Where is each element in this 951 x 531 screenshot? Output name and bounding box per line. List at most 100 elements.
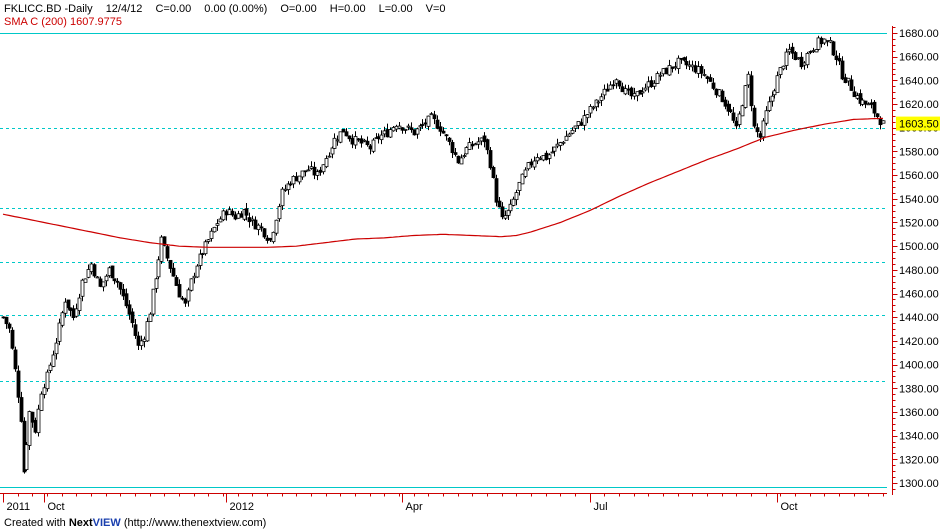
- candle: [467, 137, 472, 150]
- price-tick-label: 1620.00: [899, 99, 939, 111]
- candle: [33, 417, 38, 434]
- candle: [605, 83, 610, 92]
- candle: [682, 56, 687, 62]
- candle: [761, 118, 766, 142]
- candle: [585, 113, 590, 124]
- candle: [212, 226, 217, 233]
- candle: [327, 152, 332, 158]
- candle: [271, 231, 276, 244]
- candle: [626, 84, 631, 96]
- candle: [112, 278, 117, 285]
- candle: [303, 170, 308, 177]
- candle: [441, 127, 446, 134]
- date-label: 12/4/12: [105, 3, 143, 15]
- candle: [843, 73, 848, 84]
- candle: [611, 80, 616, 90]
- candle: [670, 66, 675, 73]
- candle: [24, 442, 29, 471]
- candle: [491, 165, 496, 179]
- candle: [244, 203, 249, 221]
- candle: [620, 82, 625, 93]
- candle: [447, 136, 452, 146]
- candle: [594, 99, 599, 112]
- candle: [68, 307, 73, 317]
- candle: [154, 277, 159, 293]
- candle: [740, 104, 745, 117]
- candle: [863, 100, 868, 109]
- candle: [837, 53, 842, 66]
- candle: [714, 88, 719, 98]
- candle: [869, 99, 874, 109]
- candle: [523, 167, 528, 179]
- candle: [54, 337, 59, 360]
- candle: [30, 411, 35, 428]
- candle: [221, 209, 226, 222]
- candle: [362, 138, 367, 143]
- candle: [394, 124, 399, 132]
- candle: [57, 318, 62, 346]
- candle: [107, 266, 112, 278]
- candle: [45, 369, 50, 392]
- candle: [529, 158, 534, 168]
- candle: [74, 303, 79, 318]
- candle: [77, 293, 82, 315]
- candle: [239, 211, 244, 218]
- candle: [799, 52, 804, 70]
- candle: [840, 56, 845, 81]
- candle: [435, 115, 440, 130]
- candle: [658, 71, 663, 81]
- candle: [36, 404, 41, 437]
- candle: [198, 249, 203, 270]
- candle: [728, 103, 733, 114]
- candle: [784, 48, 789, 70]
- candle: [400, 127, 405, 134]
- candle: [186, 287, 191, 307]
- credit-prefix: Created with: [4, 517, 69, 529]
- candle: [359, 135, 364, 148]
- candle: [749, 71, 754, 112]
- candle: [183, 297, 188, 307]
- candle: [148, 312, 153, 322]
- candle: [309, 161, 314, 170]
- candle: [667, 59, 672, 76]
- candle: [253, 216, 258, 230]
- candle: [652, 80, 657, 90]
- candle: [145, 317, 150, 342]
- candle: [189, 278, 194, 292]
- candle: [517, 181, 522, 196]
- candle: [174, 275, 179, 286]
- candle: [734, 117, 739, 130]
- candle: [623, 84, 628, 96]
- price-tick-label: 1540.00: [899, 194, 939, 206]
- candle: [335, 135, 340, 146]
- candle: [233, 211, 238, 221]
- candle: [403, 128, 408, 134]
- candle: [92, 263, 97, 278]
- candle: [538, 156, 543, 161]
- candle: [459, 154, 464, 165]
- change-pct-label: 0.00 (0.00%): [204, 3, 268, 15]
- date-tick-label: 2012: [230, 501, 254, 513]
- symbol-label: FKLICC.BD -Daily: [4, 3, 93, 15]
- candle: [118, 281, 123, 295]
- volume-label: V=0: [425, 3, 446, 15]
- candle: [778, 67, 783, 79]
- candle: [86, 264, 91, 279]
- candle: [664, 67, 669, 75]
- candle: [500, 202, 505, 220]
- candle: [426, 115, 431, 131]
- low-label: L=0.00: [378, 3, 413, 15]
- price-tick-label: 1440.00: [899, 312, 939, 324]
- candle: [315, 169, 320, 181]
- candle: [473, 142, 478, 146]
- sma-200-line: [2, 117, 884, 248]
- candle: [872, 100, 877, 118]
- candle: [432, 110, 437, 125]
- candle: [752, 105, 757, 129]
- candle: [743, 84, 748, 109]
- candle: [306, 165, 311, 172]
- candle: [526, 161, 531, 171]
- candle: [629, 86, 634, 100]
- candle: [89, 262, 94, 275]
- high-label: H=0.00: [329, 3, 366, 15]
